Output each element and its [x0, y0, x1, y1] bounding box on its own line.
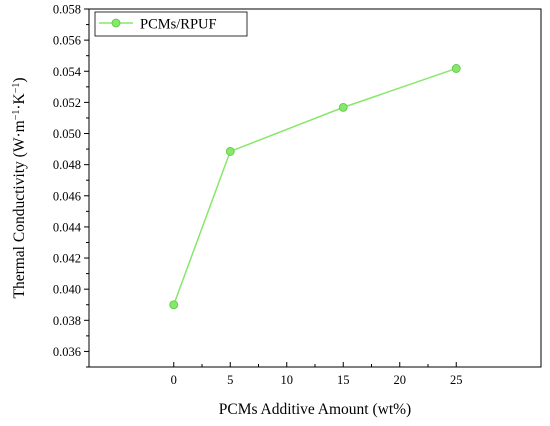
- legend-marker: [111, 18, 121, 28]
- y-tick-label: 0.050: [53, 127, 81, 141]
- x-tick-label: 0: [171, 373, 177, 387]
- plot-frame: [88, 8, 542, 368]
- y-tick-label: 0.058: [53, 3, 81, 17]
- data-point: [451, 64, 461, 73]
- y-tick-label: 0.044: [53, 220, 82, 234]
- data-point: [225, 147, 235, 156]
- y-tick-label: 0.048: [53, 158, 81, 172]
- x-tick-label: 25: [450, 373, 463, 387]
- series-line: [173, 67, 457, 305]
- x-tick-label: 5: [227, 373, 233, 387]
- y-tick-label: 0.038: [53, 314, 81, 328]
- y-tick-label: 0.056: [53, 34, 81, 48]
- y-axis-label: Thermal Conductivity (W·m−1·K−1): [11, 77, 29, 298]
- legend-label: PCMs/RPUF: [140, 17, 217, 33]
- series-layer: [169, 64, 461, 310]
- y-tick-label: 0.036: [53, 345, 81, 359]
- axis-tick-labels: 0 5 10 15 20 25 0.036 0.038 0.040 0.042 0.044 0.046…: [53, 3, 463, 388]
- legend: PCMs/RPUF: [94, 11, 248, 37]
- x-tick-label: 20: [394, 373, 407, 387]
- x-tick-label: 10: [281, 373, 294, 387]
- legend-box: [94, 11, 248, 37]
- y-tick-label: 0.054: [53, 65, 82, 79]
- y-tick-label: 0.042: [53, 252, 81, 266]
- data-point: [169, 300, 179, 310]
- data-point: [338, 102, 348, 112]
- y-tick-label: 0.052: [53, 96, 81, 110]
- y-tick-label: 0.046: [53, 189, 81, 203]
- y-tick-label: 0.040: [53, 283, 81, 297]
- x-axis-label: PCMs Additive Amount (wt%): [219, 401, 411, 418]
- x-tick-label: 15: [337, 373, 350, 387]
- axis-ticks: [84, 8, 457, 368]
